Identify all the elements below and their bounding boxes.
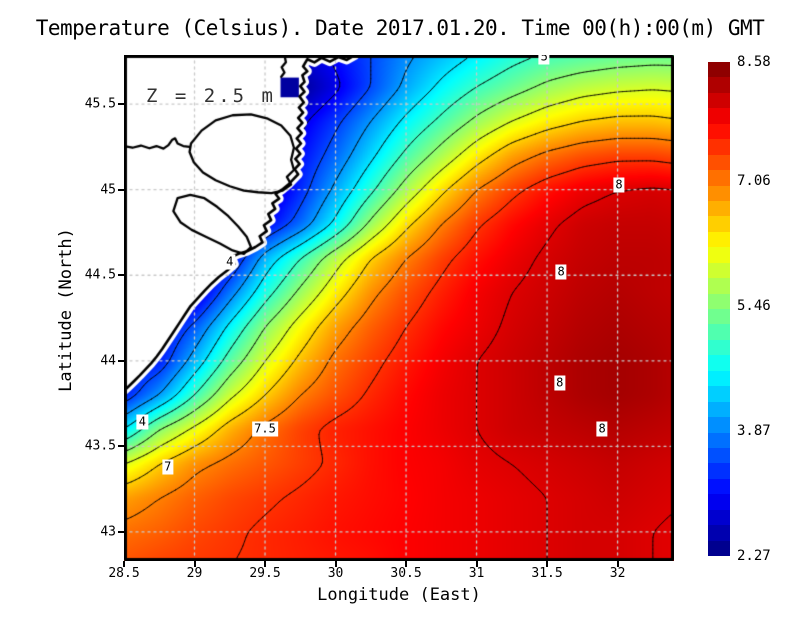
colorbar-step xyxy=(708,525,730,541)
temperature-map-canvas xyxy=(124,55,674,561)
x-tick-label: 30 xyxy=(327,566,344,581)
x-tick-label: 29.5 xyxy=(249,566,281,581)
contour-label: 8 xyxy=(613,177,625,193)
colorbar-step xyxy=(708,262,730,279)
y-tick-mark xyxy=(118,530,124,533)
colorbar-step xyxy=(708,324,730,340)
depth-annotation: Z = 2.5 m xyxy=(146,85,276,107)
colorbar-step xyxy=(708,432,730,448)
colorbar-step xyxy=(708,355,730,371)
colorbar-step xyxy=(708,309,730,325)
x-tick-label: 31 xyxy=(468,566,485,581)
y-tick-mark xyxy=(118,359,124,362)
colorbar-step xyxy=(708,108,730,124)
y-tick-label: 43 xyxy=(100,524,116,540)
colorbar-step xyxy=(708,370,730,387)
colorbar-step xyxy=(708,200,730,217)
y-axis-label: Latitude (North) xyxy=(56,228,76,392)
contour-label: 8 xyxy=(555,264,567,280)
colorbar-step xyxy=(708,417,730,433)
colorbar-step xyxy=(708,293,730,309)
x-tick-mark xyxy=(193,561,196,567)
colorbar-step xyxy=(708,247,730,263)
plot-title: Temperature (Celsius). Date 2017.01.20. … xyxy=(35,16,765,40)
colorbar-step xyxy=(708,62,730,78)
colorbar-step xyxy=(708,231,730,248)
colorbar-step xyxy=(708,478,730,495)
colorbar-step xyxy=(708,216,730,232)
map-plot-area: Z = 2.5 m 5 4 4 7 7.5 8 8 8 8 xyxy=(124,55,674,561)
y-tick-label: 45.5 xyxy=(84,96,116,112)
colorbar-tick-label: 2.27 xyxy=(737,548,771,564)
colorbar-step xyxy=(708,463,730,479)
colorbar-step xyxy=(708,494,730,510)
contour-label: 4 xyxy=(224,254,236,270)
colorbar-step xyxy=(708,509,730,526)
x-tick-label: 28.5 xyxy=(108,566,140,581)
x-tick-mark xyxy=(334,561,337,567)
colorbar-step xyxy=(708,154,730,171)
contour-label: 5 xyxy=(538,55,550,65)
colorbar-tick-label: 8.58 xyxy=(737,54,771,70)
contour-label: 8 xyxy=(554,375,566,391)
y-tick-mark xyxy=(118,274,124,277)
x-tick-label: 30.5 xyxy=(390,566,422,581)
colorbar-step xyxy=(708,92,730,109)
x-axis-label: Longitude (East) xyxy=(317,585,481,605)
y-tick-label: 43.5 xyxy=(84,438,116,454)
colorbar-tick-label: 7.06 xyxy=(737,172,771,189)
x-tick-mark xyxy=(616,561,619,567)
y-tick-label: 44 xyxy=(100,353,116,369)
y-tick-mark xyxy=(118,103,124,106)
colorbar-tick-label: 3.87 xyxy=(737,422,771,439)
y-tick-label: 45 xyxy=(100,182,116,198)
colorbar-step xyxy=(708,139,730,155)
colorbar-step xyxy=(708,123,730,140)
contour-label: 4 xyxy=(136,414,148,430)
x-tick-mark xyxy=(264,561,267,567)
colorbar-step xyxy=(708,185,730,201)
x-tick-label: 29 xyxy=(186,566,203,581)
colorbar xyxy=(708,62,730,556)
colorbar-step xyxy=(708,401,730,418)
contour-label: 7 xyxy=(162,459,174,475)
y-tick-label: 44.5 xyxy=(84,267,116,283)
colorbar-step xyxy=(708,339,730,356)
colorbar-step xyxy=(708,278,730,294)
x-tick-mark xyxy=(546,561,549,567)
x-tick-label: 31.5 xyxy=(531,566,563,581)
contour-label: 8 xyxy=(596,421,608,437)
x-tick-mark xyxy=(405,561,408,567)
colorbar-step xyxy=(708,77,730,93)
x-tick-mark xyxy=(475,561,478,567)
y-tick-mark xyxy=(118,445,124,448)
colorbar-tick-label: 5.46 xyxy=(737,298,771,315)
x-tick-mark xyxy=(123,561,125,567)
colorbar-step xyxy=(708,386,730,402)
colorbar-step xyxy=(708,447,730,464)
y-tick-mark xyxy=(118,188,124,191)
colorbar-step xyxy=(708,540,730,556)
colorbar-step xyxy=(708,170,730,186)
x-tick-label: 32 xyxy=(609,566,626,581)
contour-label: 7.5 xyxy=(252,421,278,437)
